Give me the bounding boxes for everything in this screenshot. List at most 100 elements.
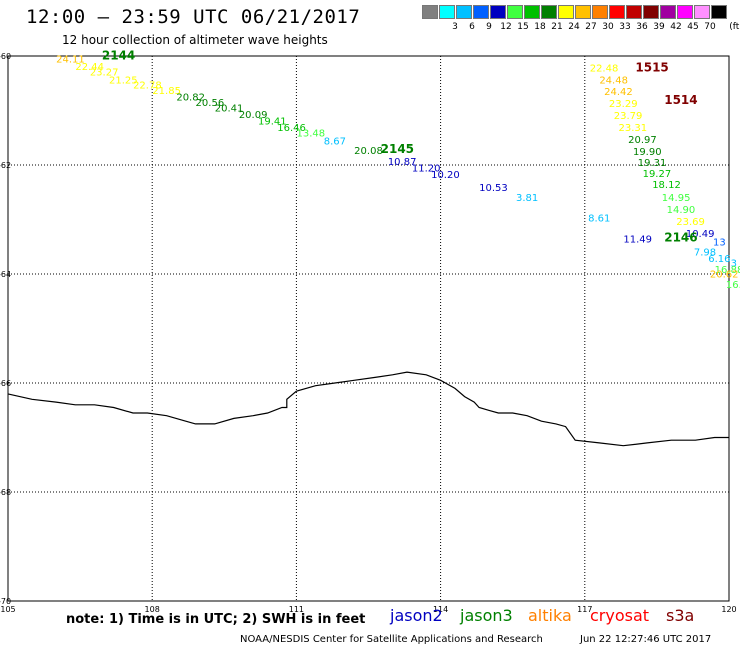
wave-height-label: 20.08 — [354, 146, 383, 157]
scale-swatch — [524, 5, 540, 19]
scale-label: 45 — [687, 22, 699, 32]
credit-line: NOAA/NESDIS Center for Satellite Applica… — [240, 634, 543, 645]
scale-swatch — [422, 5, 438, 19]
wave-height-label: 20.97 — [628, 135, 657, 146]
map-grid — [7, 55, 730, 602]
scale-label: 12 — [500, 22, 512, 32]
wave-height-label: 16.88 — [715, 265, 740, 276]
satellite-jason2: jason2 — [390, 606, 443, 625]
track-id-labels: 2144 2145 1515 1514 2146 — [102, 48, 698, 244]
latitude-tick-label: -60 — [0, 52, 11, 61]
scale-swatch — [694, 5, 710, 19]
scale-swatch — [507, 5, 523, 19]
latitude-tick-label: -68 — [0, 488, 11, 497]
wave-height-label: 19.90 — [633, 147, 662, 158]
scale-swatch — [558, 5, 574, 19]
scale-swatch — [490, 5, 506, 19]
scale-swatch — [575, 5, 591, 19]
wave-height-label: 20.09 — [239, 110, 268, 121]
scale-label: 24 — [568, 22, 580, 32]
scale-swatch — [677, 5, 693, 19]
scale-swatch — [660, 5, 676, 19]
wave-height-label: 13.48 — [296, 129, 325, 140]
scale-swatch — [439, 5, 455, 19]
wave-height-labels: 24.1122.4423.2721.2522.7821.8520.8220.56… — [56, 55, 740, 292]
scale-swatch — [711, 5, 727, 19]
scale-label: 18 — [534, 22, 546, 32]
wave-height-label: 21.85 — [152, 86, 181, 97]
track-id-label: 2144 — [102, 48, 135, 62]
scale-swatch — [609, 5, 625, 19]
satellite-cryosat: cryosat — [590, 606, 650, 625]
satellite-jason3: jason3 — [460, 606, 513, 625]
scale-label: 33 — [619, 22, 631, 32]
wave-height-label: 23.27 — [90, 68, 119, 79]
track-id-label: 2145 — [381, 142, 414, 156]
wave-height-label: 13 — [713, 238, 726, 249]
scale-unit: (ft) — [729, 22, 740, 32]
scale-label: 21 — [551, 22, 563, 32]
wave-height-label: 18.12 — [652, 180, 681, 191]
scale-swatch — [643, 5, 659, 19]
scale-label: 70 — [704, 22, 716, 32]
page-title: 12:00 – 23:59 UTC 06/21/2017 — [26, 6, 361, 28]
wave-height-label: 14.90 — [667, 205, 696, 216]
page-subtitle: 12 hour collection of altimeter wave hei… — [62, 33, 328, 47]
wave-height-label: 20.56 — [196, 98, 225, 109]
longitude-tick-label: 120 — [721, 605, 736, 614]
scale-label: 42 — [670, 22, 682, 32]
latitude-tick-label: -64 — [0, 270, 11, 279]
latitude-tick-label: -70 — [0, 597, 11, 606]
scale-swatch — [456, 5, 472, 19]
satellite-altika: altika — [528, 606, 572, 625]
wave-height-label: 24.48 — [599, 75, 628, 86]
scale-label: 39 — [653, 22, 665, 32]
scale-label: 9 — [486, 22, 492, 32]
wave-height-label: 23.31 — [619, 123, 648, 134]
scale-label: 6 — [469, 22, 475, 32]
scale-swatch — [626, 5, 642, 19]
antarctic-coastline — [7, 371, 729, 447]
scale-label: 3 — [452, 22, 458, 32]
wave-height-label: 16.46 — [277, 123, 306, 134]
longitude-tick-label: 117 — [577, 605, 592, 614]
wave-height-label: 19.27 — [643, 169, 672, 180]
wave-height-label: 22.48 — [590, 63, 619, 74]
wave-height-label: 3 — [731, 258, 737, 269]
track-id-label: 2146 — [664, 230, 697, 244]
longitude-tick-label: 111 — [289, 605, 304, 614]
longitude-tick-label: 105 — [0, 605, 15, 614]
wave-height-label: 20.82 — [176, 93, 205, 104]
scale-label: 27 — [585, 22, 597, 32]
wave-height-label: 11.20 — [412, 164, 441, 175]
scale-label: 15 — [517, 22, 529, 32]
wave-height-label: 10.87 — [388, 157, 417, 168]
longitude-tick-label: 114 — [433, 605, 448, 614]
latitude-tick-label: -62 — [0, 161, 11, 170]
coastline-layer — [7, 371, 729, 447]
wave-height-label: 16. — [726, 280, 740, 291]
wave-height-label: 23.69 — [676, 217, 705, 228]
track-id-label: 1515 — [635, 60, 668, 74]
wave-height-label: 8.61 — [588, 214, 610, 225]
wave-height-label: 19.31 — [638, 158, 667, 169]
footer-note: note: 1) Time is in UTC; 2) SWH is in fe… — [66, 612, 366, 627]
wave-height-label: 7.98 — [694, 247, 716, 258]
wave-height-label: 11.49 — [623, 234, 652, 245]
wave-height-label: 23.79 — [614, 111, 643, 122]
wave-height-label: 6.16 — [708, 254, 730, 265]
wave-height-label: 22.44 — [75, 62, 104, 73]
scale-label: 30 — [602, 22, 614, 32]
wave-height-label: 20.62 — [710, 269, 739, 280]
wave-height-label: 10.49 — [686, 229, 715, 240]
scale-swatch — [473, 5, 489, 19]
wave-height-label: 19.41 — [258, 117, 287, 128]
wave-height-label: 10.53 — [479, 183, 508, 194]
generated-timestamp: Jun 22 12:27:46 UTC 2017 — [580, 634, 712, 645]
wave-height-label: 10.20 — [431, 170, 460, 181]
track-id-label: 1514 — [664, 93, 697, 107]
wave-height-label: 14.95 — [662, 193, 691, 204]
scale-label: 36 — [636, 22, 648, 32]
scale-swatch — [592, 5, 608, 19]
